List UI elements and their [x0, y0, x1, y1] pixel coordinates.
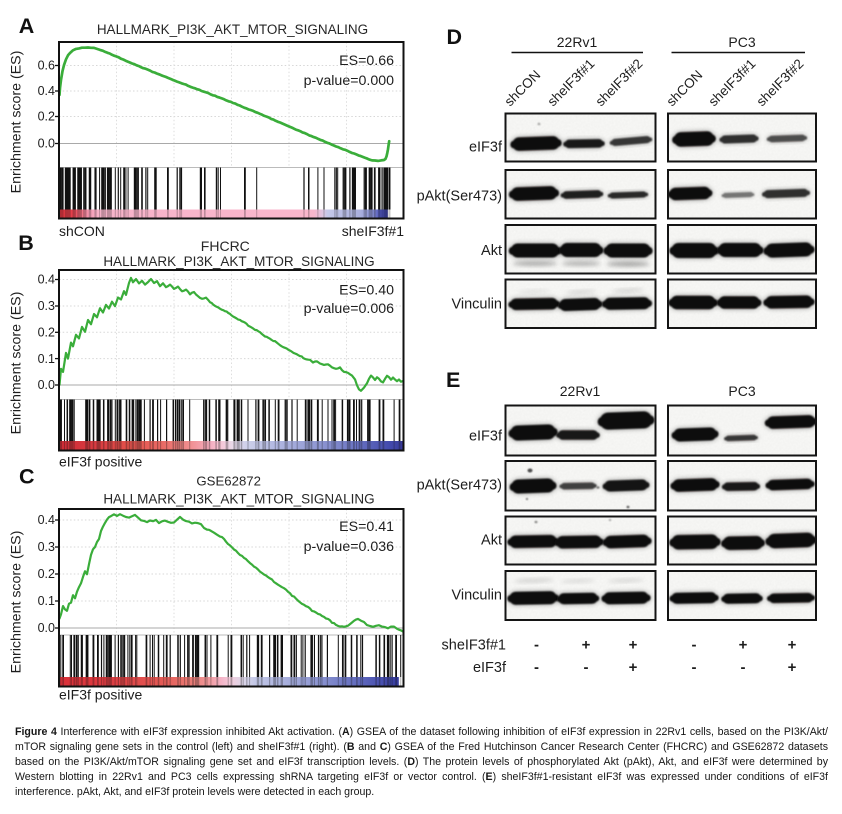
- svg-text:pAkt(Ser473): pAkt(Ser473): [417, 478, 502, 494]
- svg-text:0.2: 0.2: [38, 567, 55, 581]
- svg-text:ES=0.41: ES=0.41: [339, 519, 394, 535]
- svg-text:-: -: [741, 659, 746, 676]
- svg-text:Vinculin: Vinculin: [451, 297, 502, 313]
- svg-text:Akt: Akt: [481, 243, 502, 259]
- svg-text:HALLMARK_PI3K_AKT_MTOR_SIGNALI: HALLMARK_PI3K_AKT_MTOR_SIGNALING: [103, 492, 374, 507]
- svg-text:22Rv1: 22Rv1: [560, 383, 601, 399]
- svg-text:+: +: [739, 637, 748, 654]
- svg-text:+: +: [788, 659, 797, 676]
- svg-text:Enrichment score (ES): Enrichment score (ES): [9, 51, 25, 194]
- svg-text:sheIF3f#1: sheIF3f#1: [442, 638, 507, 654]
- svg-text:p-value=0.000: p-value=0.000: [304, 73, 394, 89]
- svg-text:0.4: 0.4: [38, 513, 55, 527]
- svg-text:eIF3f positive: eIF3f positive: [59, 687, 142, 703]
- svg-text:A: A: [19, 14, 35, 38]
- svg-text:0.0: 0.0: [38, 137, 55, 151]
- svg-text:eIF3f: eIF3f: [469, 140, 503, 156]
- svg-text:+: +: [788, 637, 797, 654]
- svg-text:+: +: [582, 637, 591, 654]
- svg-text:C: C: [19, 465, 35, 489]
- svg-text:0.0: 0.0: [38, 621, 55, 635]
- svg-text:+: +: [629, 637, 638, 654]
- svg-text:0.0: 0.0: [38, 378, 55, 392]
- svg-text:0.4: 0.4: [38, 84, 55, 98]
- svg-text:ES=0.66: ES=0.66: [339, 53, 394, 69]
- svg-text:0.1: 0.1: [38, 352, 55, 366]
- svg-text:+: +: [629, 659, 638, 676]
- svg-text:B: B: [18, 231, 34, 255]
- svg-text:-: -: [534, 637, 539, 654]
- svg-text:-: -: [692, 637, 697, 654]
- svg-text:GSE62872: GSE62872: [196, 474, 261, 489]
- svg-text:eIF3f: eIF3f: [473, 660, 507, 676]
- svg-text:-: -: [584, 659, 589, 676]
- svg-text:pAkt(Ser473): pAkt(Ser473): [417, 189, 502, 205]
- svg-text:FHCRC: FHCRC: [201, 238, 250, 254]
- svg-text:Vinculin: Vinculin: [451, 588, 502, 604]
- svg-text:0.4: 0.4: [38, 273, 55, 287]
- svg-text:-: -: [692, 659, 697, 676]
- svg-text:0.2: 0.2: [38, 326, 55, 340]
- svg-text:D: D: [447, 25, 463, 49]
- svg-text:0.3: 0.3: [38, 299, 55, 313]
- svg-text:sheIF3f#1: sheIF3f#1: [342, 223, 404, 239]
- svg-text:HALLMARK_PI3K_AKT_MTOR_SIGNALI: HALLMARK_PI3K_AKT_MTOR_SIGNALING: [97, 22, 368, 37]
- svg-text:22Rv1: 22Rv1: [557, 34, 598, 50]
- svg-text:PC3: PC3: [728, 383, 755, 399]
- svg-text:eIF3f: eIF3f: [469, 429, 503, 445]
- svg-text:shCON: shCON: [59, 223, 105, 239]
- svg-text:0.2: 0.2: [38, 110, 55, 124]
- svg-text:0.6: 0.6: [38, 59, 55, 73]
- svg-text:p-value=0.036: p-value=0.036: [304, 539, 394, 555]
- svg-text:p-value=0.006: p-value=0.006: [304, 301, 394, 317]
- svg-text:E: E: [446, 368, 460, 392]
- svg-text:Akt: Akt: [481, 533, 502, 549]
- svg-text:0.1: 0.1: [38, 594, 55, 608]
- svg-text:eIF3f positive: eIF3f positive: [59, 454, 142, 470]
- svg-text:Enrichment score (ES): Enrichment score (ES): [9, 531, 25, 674]
- svg-text:PC3: PC3: [728, 34, 755, 50]
- svg-text:-: -: [534, 659, 539, 676]
- svg-text:Enrichment score (ES): Enrichment score (ES): [9, 292, 25, 435]
- svg-text:HALLMARK_PI3K_AKT_MTOR_SIGNALI: HALLMARK_PI3K_AKT_MTOR_SIGNALING: [103, 254, 374, 269]
- svg-text:0.3: 0.3: [38, 540, 55, 554]
- svg-text:ES=0.40: ES=0.40: [339, 283, 394, 299]
